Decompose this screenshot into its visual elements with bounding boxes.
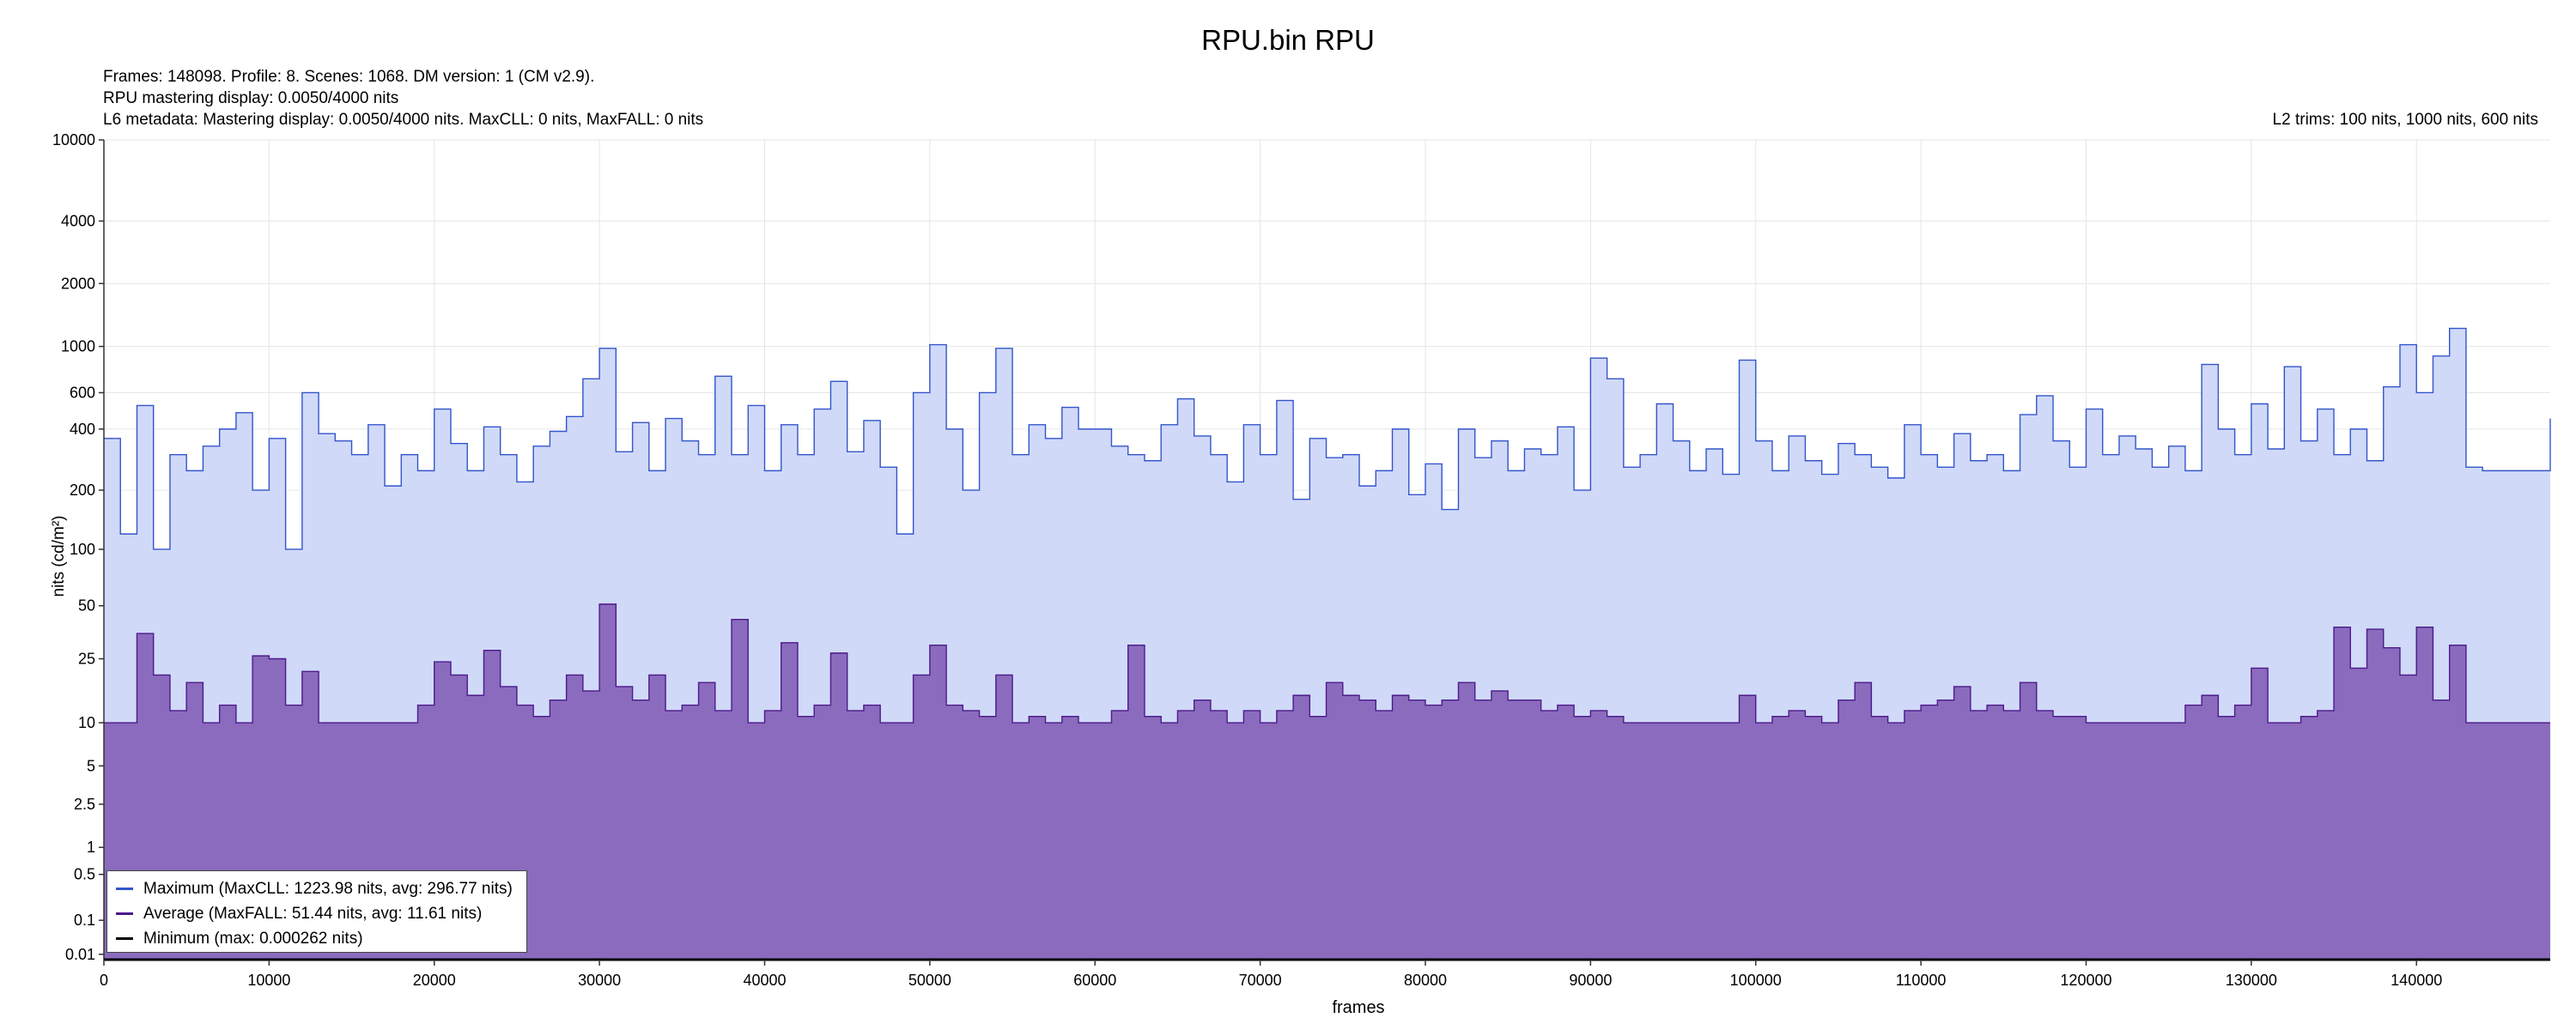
y-tick-label: 100: [70, 541, 95, 558]
legend-label-maximum: Maximum (MaxCLL: 1223.98 nits, avg: 296.…: [143, 879, 513, 898]
x-tick-label: 90000: [1569, 972, 1612, 989]
x-tick-label: 40000: [743, 972, 786, 989]
x-tick-label: 130000: [2226, 972, 2277, 989]
x-axis-label: frames: [1332, 998, 1384, 1017]
x-tick-label: 80000: [1404, 972, 1447, 989]
x-tick-label: 10000: [247, 972, 290, 989]
y-tick-label: 2000: [61, 275, 95, 292]
chart-title: RPU.bin RPU: [1201, 24, 1375, 56]
y-tick-label: 200: [70, 482, 95, 499]
y-tick-label: 25: [78, 651, 95, 668]
y-tick-label: 10: [78, 714, 95, 731]
y-tick-label: 10000: [52, 131, 95, 148]
y-axis-label: nits (cd/m²): [50, 516, 68, 597]
series-average-area: [104, 603, 2550, 960]
y-tick-label: 1: [87, 839, 95, 856]
y-tick-label: 600: [70, 384, 95, 401]
series-maximum-line: [104, 327, 2551, 550]
legend-label-average: Average (MaxFALL: 51.44 nits, avg: 11.61…: [143, 904, 483, 923]
info-line-frames: Frames: 148098. Profile: 8. Scenes: 1068…: [103, 68, 595, 86]
y-tick-label: 1000: [61, 338, 95, 355]
y-tick-label: 4000: [61, 212, 95, 229]
legend-item-average: Average (MaxFALL: 51.44 nits, avg: 11.61…: [116, 901, 518, 926]
x-tick-label: 60000: [1073, 972, 1116, 989]
legend-swatch-minimum: [116, 937, 133, 940]
x-tick-label: 110000: [1896, 972, 1947, 989]
y-tick-label: 400: [70, 421, 95, 438]
x-axis-ticks: 0 10000 20000 30000 40000 50000 60000 70000 8000…: [100, 960, 2442, 989]
x-tick-label: 50000: [908, 972, 951, 989]
info-line-l6: L6 metadata: Mastering display: 0.0050/4…: [103, 111, 704, 129]
legend-item-minimum: Minimum (max: 0.000262 nits): [116, 926, 518, 951]
x-tick-label: 20000: [413, 972, 456, 989]
y-axis-ticks: 0.01 0.1 0.5 1 2.5 5 10 25 50 100 200 400 600 1000 200…: [52, 131, 104, 963]
legend-swatch-average: [116, 912, 133, 915]
legend-item-maximum: Maximum (MaxCLL: 1223.98 nits, avg: 296.…: [116, 876, 518, 901]
info-line-mastering: RPU mastering display: 0.0050/4000 nits: [103, 89, 399, 107]
y-tick-label: 0.5: [74, 866, 95, 883]
legend: Maximum (MaxCLL: 1223.98 nits, avg: 296.…: [106, 870, 527, 953]
x-tick-label: 120000: [2060, 972, 2111, 989]
info-l2-trims: L2 trims: 100 nits, 1000 nits, 600 nits: [2272, 111, 2538, 129]
x-tick-label: 140000: [2391, 972, 2442, 989]
x-tick-label: 0: [100, 972, 108, 989]
legend-swatch-maximum: [116, 888, 133, 890]
y-tick-label: 0.01: [65, 946, 95, 963]
legend-label-minimum: Minimum (max: 0.000262 nits): [143, 929, 363, 948]
series-layer: [104, 327, 2551, 961]
y-tick-label: 50: [78, 597, 95, 615]
series-average-line: [104, 603, 2550, 724]
y-tick-label: 5: [87, 757, 95, 774]
x-tick-label: 70000: [1239, 972, 1282, 989]
y-tick-label: 2.5: [74, 796, 95, 813]
y-tick-label: 0.1: [74, 912, 95, 929]
x-tick-label: 30000: [578, 972, 621, 989]
x-tick-label: 100000: [1730, 972, 1782, 989]
